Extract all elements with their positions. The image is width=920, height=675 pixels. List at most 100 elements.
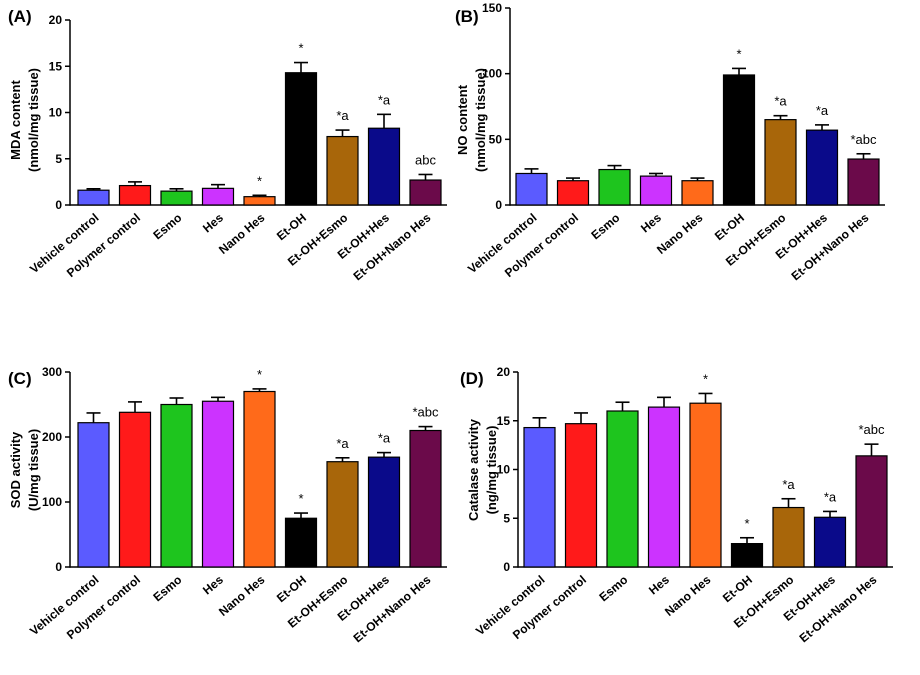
panel-b-bar: [515, 172, 548, 206]
panel-b-bar: [598, 168, 631, 206]
panel-a-significance-label: *a: [378, 92, 391, 107]
panel-a-ytick-label: 20: [49, 13, 63, 27]
panel-d-bar: [855, 455, 888, 568]
panel-c-bar: [118, 411, 152, 568]
panel-b-category-label: Hes: [638, 210, 664, 235]
panel-c-significance-label: *a: [378, 431, 391, 446]
panel-d-significance-label: *abc: [858, 422, 885, 437]
panel-c-category-label: Polymer control: [64, 573, 143, 642]
panel-b-significance-label: *: [736, 46, 741, 61]
panel-d-bar: [730, 542, 764, 568]
panel-c-ytick-label: 100: [42, 495, 62, 509]
panel-b-significance-label: *a: [816, 103, 829, 118]
panel-b-bar: [805, 129, 839, 206]
panel-b-significance-label: *abc: [850, 132, 877, 147]
panel-a-category-label: Esmo: [150, 211, 184, 243]
panel-a-bar: [160, 190, 193, 206]
panel-c-bar: [284, 517, 318, 568]
panel-a-bar: [284, 72, 318, 206]
panel-c-label: (C): [8, 369, 32, 388]
panel-b-bar: [681, 180, 714, 206]
panel-d-ytick-label: 5: [503, 511, 510, 525]
panel-c-ytick-label: 200: [42, 430, 62, 444]
panel-d-category-label: Hes: [646, 572, 672, 597]
panel-d-ylabel-line2: (ng/mg tissue): [484, 426, 499, 515]
panel-c: (C) SOD activity (U/mg tissue) 0 100 200 30…: [8, 365, 447, 645]
panel-d: (D) Catalase activity (ng/mg tissue) 0 5 1…: [460, 365, 893, 645]
panel-a-significance-label: *: [298, 41, 303, 56]
panel-a-significance-label: *: [257, 173, 262, 188]
panel-a-significance-label: *a: [336, 108, 349, 123]
panel-b-bar: [764, 119, 797, 206]
panel-d-ytick-label: 20: [497, 365, 511, 379]
panel-c-ytick-label: 300: [42, 365, 62, 379]
panel-b-category-label: Nano Hes: [654, 210, 706, 257]
panel-b-ytick-label: 150: [482, 1, 502, 15]
panel-d-bar: [606, 410, 639, 568]
panel-d-bar: [689, 402, 722, 568]
panel-b-ylabel-line2: (nmol/mg tissue): [473, 68, 488, 172]
panel-d-significance-label: *: [744, 516, 749, 531]
panel-a-bar: [77, 189, 110, 206]
panel-c-ylabel-line1: SOD activity: [8, 431, 23, 508]
panel-a-ylabel-line1: MDA content: [8, 79, 23, 159]
panel-c-bar: [367, 456, 401, 568]
panel-a-ytick-label: 0: [55, 198, 62, 212]
panel-b-category-label: Et-OH+Nano Hes: [789, 210, 872, 283]
panel-c-category-label: Hes: [200, 572, 226, 597]
panel-c-category-label: Et-OH+Nano Hes: [351, 572, 434, 645]
panel-c-significance-label: *: [257, 367, 262, 382]
panel-a-bar: [367, 127, 401, 206]
panel-b-bar: [722, 74, 756, 206]
panel-d-category-label: Vehicle control: [473, 573, 547, 639]
panel-d-category-label: Et-OH: [720, 573, 755, 606]
panel-d-bar: [647, 406, 681, 568]
panel-b-label: (B): [455, 7, 479, 26]
panel-b-ytick-label: 100: [482, 67, 502, 81]
panel-c-category-label: Esmo: [150, 573, 184, 605]
panel-b-category-label: Esmo: [588, 211, 622, 243]
panel-d-bar: [813, 516, 847, 568]
panel-a-bar: [326, 135, 359, 206]
panel-a-category-label: Polymer control: [64, 211, 143, 280]
panel-b-ytick-label: 50: [489, 132, 503, 146]
panel-a-bar: [118, 184, 152, 206]
panel-d-category-label: Et-OH+Nano Hes: [797, 572, 880, 645]
panel-d-bar: [523, 426, 556, 568]
panel-a-label: (A): [8, 7, 32, 26]
panel-d-ytick-label: 15: [497, 414, 511, 428]
panel-c-bar: [201, 400, 235, 568]
panel-a-ylabel-line2: (nmol/mg tissue): [26, 68, 41, 172]
panel-a-significance-label: abc: [415, 152, 436, 167]
panel-a-category-label: Et-OH: [274, 211, 309, 244]
panel-c-ytick-label: 0: [55, 560, 62, 574]
panel-c-significance-label: *abc: [412, 405, 439, 420]
panel-c-category-label: Et-OH: [274, 573, 309, 606]
panel-c-significance-label: *: [298, 491, 303, 506]
panel-a-bar: [201, 187, 235, 206]
panel-d-significance-label: *a: [824, 489, 837, 504]
panel-c-significance-label: *a: [336, 436, 349, 451]
panel-b-bar: [639, 175, 673, 206]
panel-b-significance-label: *a: [774, 94, 787, 109]
panel-a-category-label: Vehicle control: [27, 211, 101, 277]
panel-c-bar: [243, 390, 276, 568]
panel-a-bar: [243, 196, 276, 206]
panel-b-bar: [847, 158, 880, 206]
panel-c-bar: [409, 429, 442, 568]
panel-d-ylabel-line1: Catalase activity: [466, 418, 481, 521]
panel-b-ytick-label: 0: [495, 198, 502, 212]
panel-a: (A) MDA content (nmol/mg tissue) 0 5 10 15 2…: [8, 7, 447, 283]
panel-b-category-label: Polymer control: [502, 211, 581, 280]
panel-a-ytick-label: 5: [55, 152, 62, 166]
panel-b-category-label: Et-OH: [712, 211, 747, 244]
panel-a-category-label: Nano Hes: [216, 210, 268, 257]
panel-d-significance-label: *: [703, 371, 708, 386]
panel-d-label: (D): [460, 369, 484, 388]
panel-d-category-label: Polymer control: [510, 573, 589, 642]
